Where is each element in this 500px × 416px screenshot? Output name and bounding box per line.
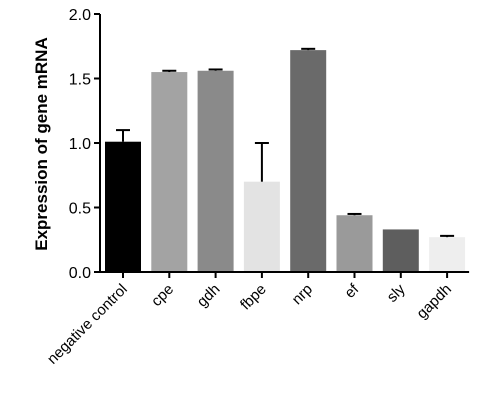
- x-tick-label: ef: [341, 280, 362, 301]
- x-axis: [100, 271, 470, 278]
- x-tick-label: gapdh: [413, 281, 455, 323]
- x-tick-label: cpe: [148, 281, 177, 310]
- bars: [105, 50, 466, 273]
- x-tick-label: nrp: [289, 281, 316, 308]
- x-tick-label: fbpe: [237, 281, 270, 314]
- x-tick-label: gdh: [194, 281, 224, 311]
- bar-ef: [336, 215, 373, 272]
- bar-sly: [382, 229, 419, 272]
- category-labels: negative control cpe gdh fbpe nrp ef sly gapdh: [44, 280, 455, 367]
- bar-gapdh: [429, 237, 466, 272]
- y-tick-label: 0.5: [69, 201, 91, 218]
- bar-nrp: [290, 50, 327, 273]
- bar-negative-control: [105, 141, 141, 272]
- y-tick-label: 2.0: [69, 7, 91, 24]
- y-tick-label: 1.5: [69, 72, 91, 89]
- bar-cpe: [151, 72, 188, 272]
- bar-fbpe: [243, 181, 280, 272]
- x-tick-label: sly: [384, 280, 409, 305]
- x-tick-label: negative control: [44, 281, 131, 368]
- y-tick-label: 0.0: [69, 265, 91, 282]
- error-bars: [116, 47, 455, 238]
- y-axis-ticks: 0.0 0.5 1.0 1.5 2.0: [69, 7, 100, 282]
- y-tick-label: 1.0: [69, 136, 91, 153]
- y-axis-title: Expression of gene mRNA: [32, 37, 51, 251]
- bar-gdh: [197, 70, 234, 272]
